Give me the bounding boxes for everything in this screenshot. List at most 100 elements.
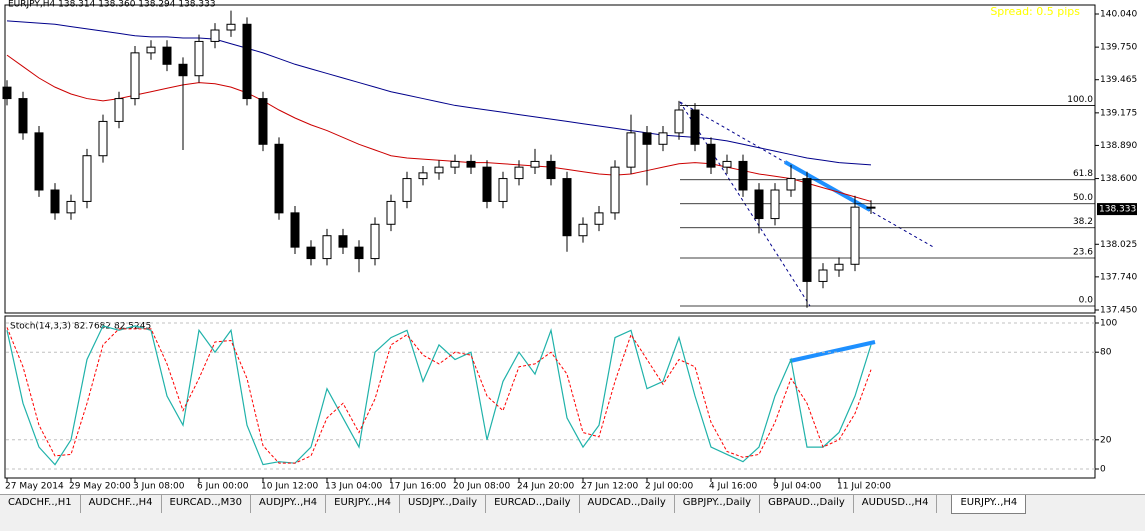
candle-body bbox=[322, 235, 332, 260]
candle-body bbox=[866, 206, 876, 209]
spread-label: Spread: 0.5 pips bbox=[990, 5, 1080, 18]
candle-body bbox=[178, 63, 188, 77]
y-tick-label: 80 bbox=[1100, 348, 1112, 358]
fib-label: 100.0 bbox=[1067, 95, 1093, 105]
candle-body bbox=[834, 263, 844, 271]
candle-body bbox=[146, 46, 156, 54]
candle-body bbox=[626, 132, 636, 168]
chart-tab[interactable]: GBPAUD..,Daily bbox=[760, 495, 854, 513]
chart-tab[interactable]: AUDUSD..,H4 bbox=[854, 495, 938, 513]
x-tick-label: 29 May 20:00 bbox=[69, 482, 131, 492]
candle-body bbox=[482, 166, 492, 202]
x-tick-label: 9 Jul 04:00 bbox=[773, 482, 822, 492]
candle-body bbox=[290, 212, 300, 248]
current-price-label: 138.333 bbox=[1099, 205, 1136, 215]
candle-body bbox=[194, 40, 204, 77]
chart: EURJPY,H4 138.314 138.360 138.294 138.33… bbox=[2, 0, 1137, 492]
fib-label: 61.8 bbox=[1073, 169, 1093, 179]
candle-body bbox=[386, 200, 396, 225]
y-tick-label: 100 bbox=[1100, 319, 1117, 329]
candle-body bbox=[50, 189, 60, 214]
chart-tab[interactable]: USDJPY..,Daily bbox=[400, 495, 487, 513]
candle-body bbox=[594, 212, 604, 225]
chart-tab[interactable]: CADCHF..,H1 bbox=[0, 495, 81, 513]
stoch-signal bbox=[6, 327, 872, 464]
candle-body bbox=[722, 160, 732, 168]
candle-body bbox=[66, 200, 76, 214]
stoch-panel bbox=[4, 315, 1096, 479]
tab-bar: CADCHF..,H1 AUDCHF..,H4 EURCAD..,M30 AUDJPY… bbox=[0, 494, 1145, 531]
candle-body bbox=[738, 160, 748, 191]
candle-body bbox=[114, 98, 124, 122]
x-tick-label: 4 Jul 16:00 bbox=[709, 482, 758, 492]
candle-body bbox=[162, 46, 172, 65]
candle-body bbox=[754, 189, 764, 220]
candle-body bbox=[514, 166, 524, 180]
x-tick-label: 2 Jul 00:00 bbox=[645, 482, 694, 492]
fib-label: 38.2 bbox=[1073, 217, 1093, 227]
y-tick-label: 20 bbox=[1100, 435, 1112, 445]
divergence-line bbox=[784, 160, 871, 212]
candle-body bbox=[98, 120, 108, 157]
candle-body bbox=[258, 98, 268, 145]
candle-body bbox=[242, 23, 252, 100]
candle-body bbox=[370, 223, 380, 260]
x-tick-label: 17 Jun 16:00 bbox=[389, 482, 446, 492]
x-tick-label: 24 Jun 20:00 bbox=[517, 482, 574, 492]
candle-body bbox=[706, 143, 716, 168]
candle-body bbox=[530, 160, 540, 168]
chart-tab[interactable]: AUDJPY..,H4 bbox=[251, 495, 327, 513]
candle-body bbox=[226, 23, 236, 31]
y-tick-label: 140.040 bbox=[1100, 10, 1137, 20]
candle-body bbox=[770, 189, 780, 220]
candle-body bbox=[418, 172, 428, 180]
y-tick-label: 139.175 bbox=[1100, 108, 1137, 118]
price-panel bbox=[4, 4, 1096, 314]
y-tick-label: 138.890 bbox=[1100, 141, 1137, 151]
symbol-header: EURJPY,H4 138.314 138.360 138.294 138.33… bbox=[8, 0, 216, 10]
candle-body bbox=[546, 160, 556, 180]
stoch-main bbox=[6, 325, 872, 466]
candle-body bbox=[82, 155, 92, 202]
x-tick-label: 20 Jun 08:00 bbox=[453, 482, 510, 492]
candle-body bbox=[466, 160, 476, 168]
candle-body bbox=[786, 178, 796, 191]
stoch-title: Stoch(14,3,3) 82.7682 82.5245 bbox=[10, 322, 151, 332]
divergence-line bbox=[789, 340, 876, 363]
x-tick-label: 27 May 2014 bbox=[5, 482, 64, 492]
chart-tab[interactable]: EURCAD..,M30 bbox=[162, 495, 252, 513]
y-tick-label: 139.750 bbox=[1100, 43, 1137, 53]
fib-label: 50.0 bbox=[1073, 193, 1093, 203]
chart-tab[interactable]: AUDCAD..,Daily bbox=[580, 495, 675, 513]
y-tick-label: 137.450 bbox=[1100, 306, 1137, 316]
candle-body bbox=[34, 132, 44, 191]
y-tick-label: 137.740 bbox=[1100, 272, 1137, 282]
candle-body bbox=[18, 98, 28, 134]
candle-body bbox=[802, 178, 812, 282]
fib-label: 0.0 bbox=[1079, 296, 1094, 306]
candle-body bbox=[562, 178, 572, 237]
chart-tab[interactable]: EURJPY..,H4 bbox=[326, 495, 401, 513]
x-tick-label: 11 Jul 20:00 bbox=[837, 482, 891, 492]
candle-body bbox=[658, 132, 668, 145]
chart-tab[interactable]: GBPJPY..,Daily bbox=[675, 495, 761, 513]
chart-tab[interactable]: EURJPY..,H4 bbox=[951, 495, 1027, 514]
candle-body bbox=[578, 223, 588, 237]
candle-body bbox=[338, 235, 348, 248]
x-tick-label: 6 Jun 00:00 bbox=[197, 482, 249, 492]
candle-body bbox=[690, 109, 700, 145]
chart-tab[interactable]: EURCAD..,Daily bbox=[486, 495, 580, 513]
candle-body bbox=[274, 143, 284, 214]
candle-body bbox=[610, 166, 620, 214]
candle-body bbox=[498, 178, 508, 202]
fib-label: 23.6 bbox=[1073, 248, 1093, 258]
candle-body bbox=[354, 246, 364, 260]
chart-tab[interactable]: AUDCHF..,H4 bbox=[81, 495, 162, 513]
y-tick-label: 138.600 bbox=[1100, 174, 1137, 184]
candle-body bbox=[642, 132, 652, 145]
candle-body bbox=[130, 52, 140, 100]
candle-body bbox=[402, 178, 412, 202]
candle-body bbox=[2, 86, 12, 100]
candle-body bbox=[674, 109, 684, 134]
